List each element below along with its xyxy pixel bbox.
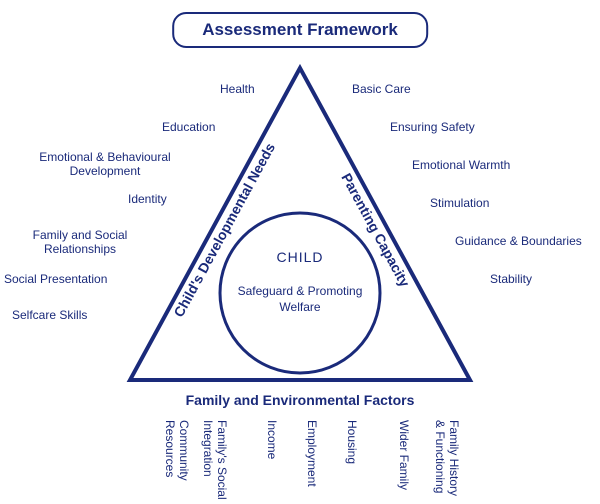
framework-item: Community Resources	[160, 420, 190, 500]
framework-item: Education	[162, 120, 215, 134]
framework-item: Housing	[328, 420, 358, 464]
framework-item: Employment	[288, 420, 318, 487]
bottom-side-label: Family and Environmental Factors	[186, 392, 415, 408]
framework-item: Stability	[490, 272, 532, 286]
framework-item: Family History & Functioning	[430, 420, 460, 500]
framework-item: Guidance & Boundaries	[455, 234, 582, 248]
framework-item: Family's Social Integration	[198, 420, 228, 500]
framework-item: Wider Family	[380, 420, 410, 490]
framework-item: Basic Care	[352, 82, 411, 96]
framework-item: Social Presentation	[4, 272, 107, 286]
framework-item: Emotional & Behavioural Development	[20, 150, 190, 179]
assessment-framework-diagram: Assessment Framework Child's Development…	[0, 0, 600, 504]
framework-item: Selfcare Skills	[12, 308, 87, 322]
framework-item: Ensuring Safety	[390, 120, 475, 134]
framework-item: Emotional Warmth	[412, 158, 510, 172]
framework-item: Identity	[128, 192, 167, 206]
framework-item: Stimulation	[430, 196, 489, 210]
center-body: Safeguard & Promoting Welfare	[230, 283, 370, 315]
framework-item: Income	[248, 420, 278, 459]
framework-item: Family and Social Relationships	[20, 228, 140, 257]
framework-item: Health	[220, 82, 255, 96]
center-heading: CHILD	[230, 249, 370, 265]
triangle-outline	[130, 68, 470, 380]
